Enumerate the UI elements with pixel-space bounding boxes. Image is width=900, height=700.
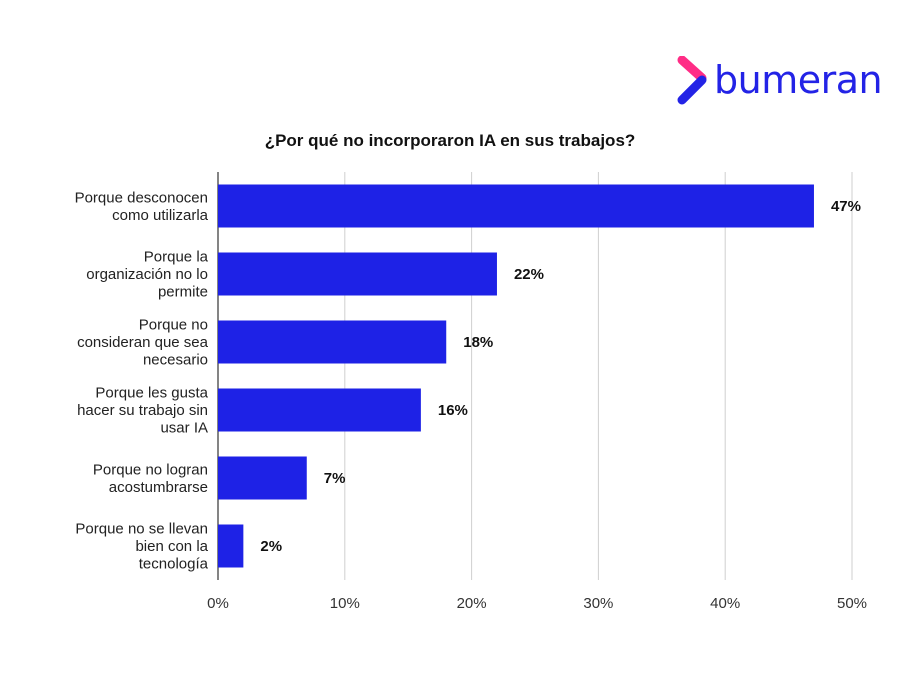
chart-title: ¿Por qué no incorporaron IA en sus traba… [0,131,900,151]
category-label-line: Porque desconocen [75,189,208,206]
category-label-line: tecnología [139,556,209,573]
labels-layer: 0% 10% 20% 30% 40% 50% 47% Porque desconocen com… [75,189,867,612]
category-label: Porque les gusta hacer su trabajo sin usar… [77,385,209,437]
category-label-line: hacer su trabajo sin [77,402,208,419]
chart-title-text: ¿Por qué no incorporaron IA en sus traba… [264,131,636,150]
category-label-line: Porque no logran [93,461,208,478]
bars-layer [218,184,814,568]
category-label-line: necesario [143,352,208,369]
brand-name: bumeran [714,58,883,102]
x-tick-label: 10% [330,595,360,612]
data-label: 7% [324,470,346,487]
category-label-line: acostumbrarse [109,479,208,496]
data-label: 22% [514,266,544,283]
bar [218,388,421,432]
category-label: Porque desconocen como utilizarla [75,189,209,224]
data-label: 47% [831,198,861,215]
category-label-line: consideran que sea [77,334,209,351]
bar [218,320,447,364]
category-label: Porque la organización no lo permite [86,249,208,301]
x-tick-label: 0% [207,595,229,612]
category-label-line: usar IA [160,420,208,437]
category-label-line: Porque la [144,249,209,266]
category-label-line: Porque les gusta [95,385,208,402]
x-tick-label: 30% [583,595,613,612]
x-tick-label: 20% [457,595,487,612]
category-label-line: Porque no [139,317,208,334]
data-label: 2% [260,538,282,555]
category-label: Porque no consideran que sea necesario [77,317,209,369]
category-label-line: organización no lo [86,266,208,283]
bar [218,184,814,228]
category-label-line: como utilizarla [112,207,209,224]
bar [218,252,497,296]
x-tick-label: 50% [837,595,867,612]
category-label-line: Porque no se llevan [75,521,208,538]
bar [218,456,307,500]
bar [218,524,244,568]
category-label: Porque no se llevan bien con la tecnología [75,521,208,573]
category-label-line: bien con la [135,538,208,555]
data-label: 18% [463,334,493,351]
data-label: 16% [438,402,468,419]
bumeran-logo: bumeran [676,56,886,108]
category-label: Porque no logran acostumbrarse [93,461,208,496]
grid-layer [217,172,853,580]
bumeran-chevron-logo-icon [677,56,707,105]
category-label-line: permite [158,284,208,301]
x-tick-label: 40% [710,595,740,612]
